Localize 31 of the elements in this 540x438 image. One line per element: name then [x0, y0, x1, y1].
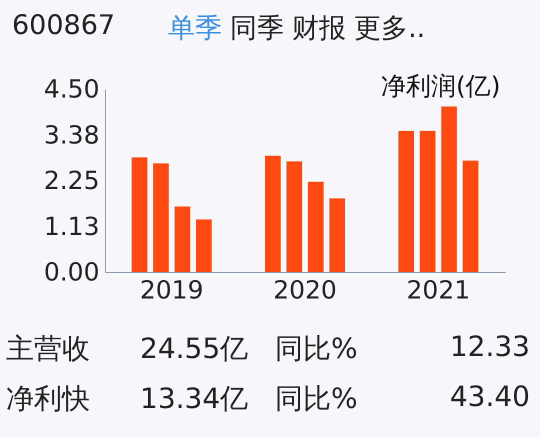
- x-tick-label: 2019: [140, 276, 204, 304]
- y-axis-title: 净利润(亿): [380, 72, 500, 100]
- text: 同比%: [275, 331, 358, 367]
- bar: [132, 157, 148, 272]
- text: 主营收: [6, 331, 90, 367]
- chart-title: 600867: [12, 10, 116, 43]
- bar: [196, 220, 212, 272]
- x-tick-label: 2020: [273, 276, 337, 304]
- y-tick-label: 2.25: [44, 166, 100, 195]
- bar: [441, 106, 457, 272]
- text: 净利快: [6, 381, 90, 417]
- x-tick-label: 2021: [406, 276, 470, 304]
- bar: [286, 161, 302, 272]
- chart-subtitle: 单季 同季 财报 更多..: [168, 13, 426, 44]
- text: 12.33: [450, 330, 530, 363]
- bar: [265, 156, 281, 272]
- text: 43.40: [450, 380, 530, 413]
- bar: [308, 182, 324, 272]
- text: 24.55亿: [140, 331, 248, 367]
- text: 13.34亿: [140, 381, 248, 417]
- bar: [153, 163, 169, 272]
- text: 同比%: [275, 381, 358, 417]
- y-tick-label: 3.38: [44, 120, 100, 150]
- bar: [462, 160, 478, 272]
- bar: [329, 198, 345, 272]
- y-tick-label: 0.00: [44, 258, 100, 286]
- bar: [398, 130, 414, 272]
- y-tick-label: 4.50: [44, 74, 100, 104]
- bar: [174, 206, 190, 272]
- bar: [420, 130, 436, 272]
- y-tick-label: 1.13: [44, 212, 100, 241]
